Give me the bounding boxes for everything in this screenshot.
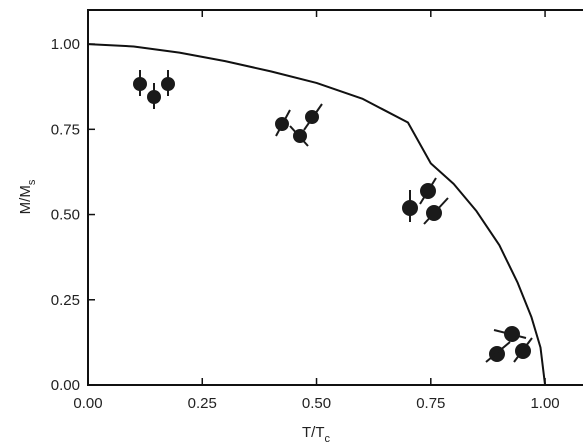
- y-tick-label: 0.25: [51, 292, 80, 309]
- x-axis-label: T/Tc: [302, 424, 331, 443]
- y-axis-label: M/Ms: [17, 179, 38, 214]
- spin-group: [485, 326, 533, 363]
- x-label-main: T/T: [302, 424, 325, 441]
- y-tick-label: 1.00: [51, 36, 80, 53]
- y-label-sub: s: [26, 179, 38, 185]
- plot-frame: [87, 9, 583, 386]
- spin-group: [275, 103, 323, 147]
- curve: [87, 43, 547, 386]
- spin-icons: [133, 70, 533, 363]
- y-tick-label: 0.50: [51, 207, 80, 224]
- y-tick-label: 0.00: [51, 377, 80, 394]
- spin-group: [402, 177, 449, 225]
- spin-group: [133, 70, 175, 109]
- y-tick-label: 0.75: [51, 121, 80, 138]
- x-tick-label: 0.75: [416, 395, 445, 412]
- y-label-main: M/M: [17, 185, 34, 214]
- x-tick-label: 0.25: [188, 395, 217, 412]
- x-tick-label: 0.00: [73, 395, 102, 412]
- x-tick-label: 0.50: [302, 395, 331, 412]
- x-tick-label: 1.00: [530, 395, 559, 412]
- x-label-sub: c: [325, 433, 331, 443]
